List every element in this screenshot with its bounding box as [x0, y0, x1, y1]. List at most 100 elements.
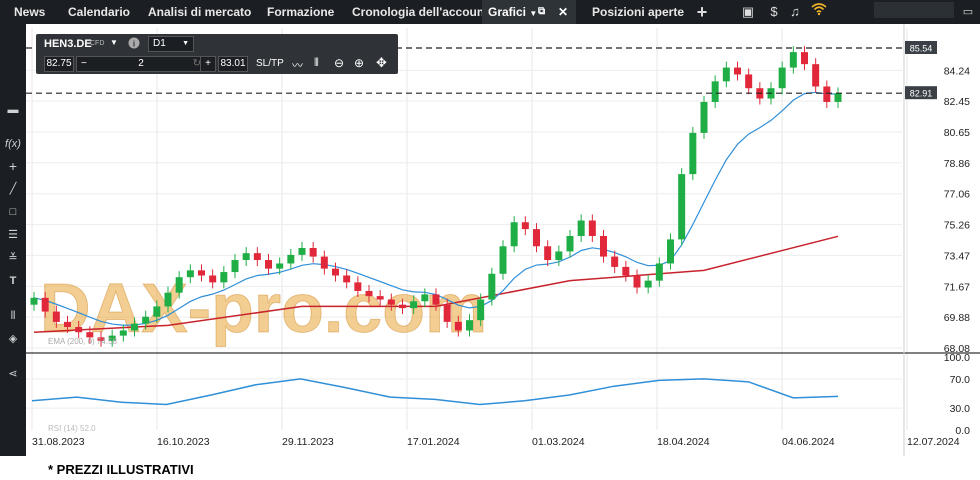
tab-analisi-di-mercato[interactable]: Analisi di mercato — [148, 5, 252, 19]
timeframe-select[interactable]: D1 ▼ — [148, 36, 194, 52]
bar-settings-icon[interactable]: ⦀ — [10, 310, 16, 322]
candle — [231, 260, 239, 273]
tab-grafici-label: Grafici — [488, 5, 527, 19]
candle — [521, 222, 529, 230]
crosshair-icon[interactable]: + — [8, 158, 18, 174]
sltp-button[interactable]: SL/TP — [256, 58, 284, 69]
candle — [52, 311, 60, 322]
axes-group: 84.24 82.45 80.65 78.86 77.06 75.26 73.47 71.67… — [32, 65, 970, 448]
chevron-down-icon[interactable]: ▼ — [529, 9, 538, 18]
fibonacci-tool-icon[interactable]: ☰ — [8, 229, 18, 241]
layout-icon[interactable]: ▣ — [741, 4, 755, 19]
candle — [97, 337, 105, 341]
candle — [365, 290, 373, 297]
tab-posizioni-aperte[interactable]: Posizioni aperte — [592, 5, 685, 19]
candle — [633, 275, 641, 288]
price-marker-high: 85.54 — [910, 44, 933, 54]
line-tool-icon[interactable]: ╱ — [9, 183, 17, 195]
quantity-value[interactable]: 2 — [138, 58, 144, 69]
candle — [499, 246, 507, 274]
candle — [209, 275, 217, 283]
info-icon[interactable]: i — [128, 37, 140, 52]
tab-formazione[interactable]: Formazione — [267, 5, 335, 19]
candle — [309, 248, 317, 257]
candle — [432, 294, 440, 305]
candle — [253, 253, 261, 261]
rsi-tick-label: 70.0 — [950, 374, 971, 386]
candle — [600, 235, 607, 257]
minus-icon[interactable]: − — [81, 58, 87, 69]
price-chart[interactable]: DAX-pro.com 85.54 82.91 84.24 82.45 80.65 78… — [26, 24, 980, 456]
candle — [443, 304, 451, 322]
watermark-text: DAX-pro.com — [40, 269, 487, 347]
layers-icon[interactable]: ◈ — [8, 333, 18, 345]
ema-indicator-label: EMA (200, 0) 74.58 — [48, 337, 117, 346]
chart-area[interactable]: DAX-pro.com 85.54 82.91 84.24 82.45 80.65 78… — [26, 24, 980, 456]
quantity-stepper[interactable]: − 2 ↻ — [76, 56, 206, 72]
footnote: * PREZZI ILLUSTRATIVI — [48, 462, 194, 477]
drawing-toolbar: ▬ f(x) + ╱ □ ☰ ≚ T ⦀ ◈ ⋖ — [0, 24, 26, 456]
window-control-icon[interactable]: ▭ — [962, 6, 974, 18]
refresh-icon[interactable]: ↻ — [192, 58, 201, 69]
share-icon[interactable]: ⋖ — [8, 368, 18, 380]
candle — [488, 273, 496, 300]
tab-cronologia-account[interactable]: Cronologia dell'account — [352, 5, 489, 19]
ask-price[interactable]: 83.01 — [218, 56, 248, 72]
candle — [667, 239, 674, 264]
zoom-in-icon[interactable]: ⊕ — [354, 56, 365, 70]
price-tick-label: 71.67 — [944, 281, 970, 293]
candle — [298, 248, 306, 255]
candle-type-icon[interactable]: ⦀ — [314, 57, 319, 69]
candle — [276, 263, 284, 269]
candle — [823, 86, 831, 102]
top-navigation-bar: News Calendario Analisi di mercato Forma… — [0, 0, 980, 24]
close-icon[interactable]: ✕ — [558, 5, 569, 19]
rsi-panel — [26, 378, 902, 409]
tab-grafici[interactable]: Grafici ▼ ⧉ ✕ — [482, 0, 576, 24]
candle — [789, 52, 797, 68]
price-tick-label: 75.26 — [944, 220, 970, 232]
candle — [287, 254, 295, 264]
candle — [86, 332, 94, 338]
candle — [510, 222, 518, 247]
dollar-transfer-icon[interactable]: $ — [770, 4, 778, 19]
candle — [745, 74, 753, 89]
watermark-group: DAX-pro.com — [40, 269, 488, 348]
svg-text:i: i — [133, 40, 135, 49]
add-tab-icon[interactable]: + — [696, 2, 708, 22]
candle — [577, 220, 585, 236]
rectangle-tool-icon[interactable]: □ — [9, 206, 17, 218]
candle — [477, 299, 485, 321]
plus-icon[interactable]: + — [200, 56, 216, 72]
fan-tool-icon[interactable]: ≚ — [8, 252, 18, 264]
rsi-tick-label: 100.0 — [944, 352, 970, 364]
candle — [186, 270, 194, 278]
candle — [198, 270, 205, 276]
candle — [655, 263, 663, 281]
panel-icon[interactable]: ▬ — [7, 104, 19, 116]
symbol-label[interactable]: HEN3.DE — [44, 38, 92, 50]
candle — [242, 253, 250, 261]
timeframe-label: D1 — [153, 38, 166, 49]
function-icon[interactable]: f(x) — [5, 138, 21, 150]
move-icon[interactable]: ✥ — [376, 55, 387, 70]
chevron-down-icon[interactable]: ▼ — [110, 38, 118, 47]
candle — [164, 292, 172, 307]
tab-news[interactable]: News — [14, 5, 46, 19]
candle — [220, 272, 228, 283]
candle — [689, 132, 697, 175]
candle — [588, 220, 596, 236]
bell-icon[interactable]: ♫ — [790, 4, 800, 19]
tab-calendario[interactable]: Calendario — [68, 5, 131, 19]
candle — [801, 52, 808, 65]
price-marker-high-box — [905, 41, 937, 54]
zoom-out-icon[interactable]: ⊖ — [334, 56, 345, 70]
bid-price[interactable]: 82.75 — [44, 56, 74, 72]
popout-icon[interactable]: ⧉ — [538, 6, 546, 17]
line-chart-icon[interactable]: 〰 — [292, 60, 303, 72]
account-field[interactable] — [874, 2, 954, 18]
instrument-type: CFD — [90, 40, 105, 47]
candle — [75, 327, 83, 333]
candle — [644, 280, 652, 288]
text-tool-icon[interactable]: T — [9, 275, 17, 287]
